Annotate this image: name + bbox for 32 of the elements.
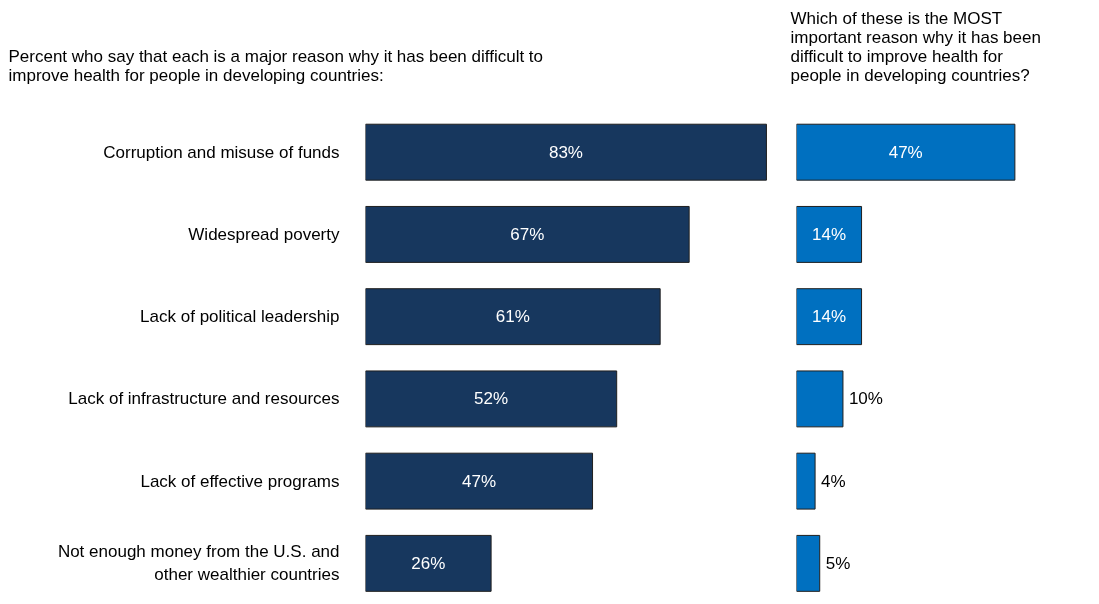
bar xyxy=(365,452,594,510)
data-label: 47% xyxy=(888,142,923,162)
chart-title: Percent who say that each is a major reason why it has been difficult to improve health for people in developing countries: xyxy=(8,46,544,85)
y-tick-label: Not enough money from the U.S. and other wealthier countries xyxy=(57,542,340,585)
data-label: 5% xyxy=(825,553,851,573)
y-tick-label: Lack of effective programs xyxy=(140,471,340,491)
bar xyxy=(796,534,821,592)
y-tick-label: Lack of political leadership xyxy=(140,307,340,327)
bar xyxy=(796,452,816,510)
bar xyxy=(796,205,863,263)
bar xyxy=(365,205,690,263)
data-label: 52% xyxy=(474,389,509,409)
bar xyxy=(796,123,1016,181)
data-label: 14% xyxy=(812,307,847,327)
data-label: 4% xyxy=(821,471,846,491)
bar xyxy=(365,288,661,346)
y-tick-label: Corruption and misuse of funds xyxy=(103,142,340,162)
bar xyxy=(365,534,492,592)
bar xyxy=(365,123,767,181)
y-tick-label: Widespread poverty xyxy=(188,224,340,244)
data-label: 47% xyxy=(462,471,497,491)
bar xyxy=(365,370,618,428)
data-label: 61% xyxy=(495,307,530,327)
bar xyxy=(796,288,863,346)
data-label: 10% xyxy=(848,389,883,409)
chart-title: Which of these is the MOST important reason why it has been difficult to improve health for people in developing countries? xyxy=(790,8,1041,85)
bar xyxy=(796,370,844,428)
y-tick-label: Lack of infrastructure and resources xyxy=(68,389,340,409)
data-label: 83% xyxy=(548,142,583,162)
data-label: 67% xyxy=(510,224,545,244)
data-label: 26% xyxy=(411,553,446,573)
data-label: 14% xyxy=(812,224,847,244)
